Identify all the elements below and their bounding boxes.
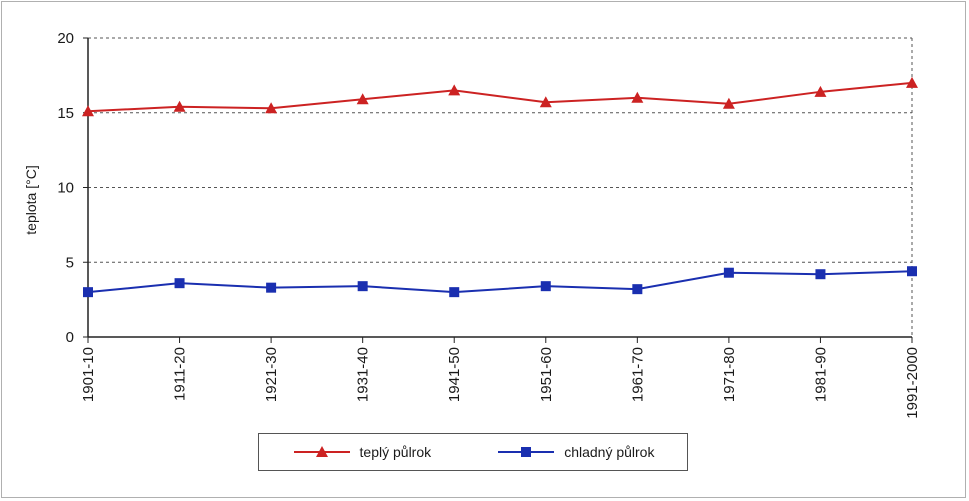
y-tick-label: 0 xyxy=(66,329,74,346)
x-tick-label: 1961-70 xyxy=(629,347,646,402)
y-tick-label: 20 xyxy=(57,30,74,47)
series-warm xyxy=(82,76,918,117)
gridlines xyxy=(88,37,913,337)
data-point-cold xyxy=(449,287,460,298)
x-tick-label: 1911-20 xyxy=(172,347,189,401)
data-point-cold xyxy=(815,269,826,280)
data-point-cold xyxy=(723,267,734,278)
x-tick-label: 1981-90 xyxy=(812,347,829,402)
series-warm-line xyxy=(87,81,913,113)
x-tick-label: 1971-80 xyxy=(721,347,738,402)
data-point-cold xyxy=(174,278,185,289)
series-cold-line xyxy=(87,270,913,294)
data-point-warm xyxy=(631,91,644,103)
x-tick-label: 1931-40 xyxy=(355,347,372,402)
data-point-warm xyxy=(265,102,278,114)
data-point-cold xyxy=(83,287,93,298)
legend: teplý půlrok chladný půlrok xyxy=(258,433,688,471)
series xyxy=(82,76,918,298)
data-point-cold xyxy=(266,282,277,293)
x-tick-label: 1951-60 xyxy=(538,347,555,402)
data-point-warm xyxy=(814,85,827,97)
data-point-warm xyxy=(82,105,94,117)
x-tick-label: 1901-10 xyxy=(80,347,97,402)
legend-warm-label: teplý půlrok xyxy=(359,444,432,460)
data-point-cold xyxy=(907,266,917,277)
x-tick-label: 1991-2000 xyxy=(904,347,921,419)
series-cold xyxy=(83,266,917,298)
y-tick-label: 15 xyxy=(57,105,74,122)
data-point-warm xyxy=(539,96,552,108)
y-axis-title: teplota [°C] xyxy=(23,165,39,234)
legend-cold-swatch xyxy=(498,447,555,457)
y-tick-label: 10 xyxy=(57,180,74,197)
data-point-warm xyxy=(722,97,735,109)
axes xyxy=(83,37,913,343)
data-point-warm xyxy=(448,84,461,96)
data-point-cold xyxy=(540,281,551,292)
data-point-warm xyxy=(173,100,186,112)
data-point-warm xyxy=(356,93,369,105)
legend-cold-label: chladný půlrok xyxy=(564,444,655,460)
legend-warm-swatch xyxy=(293,446,350,457)
data-point-warm xyxy=(906,76,918,88)
x-tick-label: 1921-30 xyxy=(263,347,280,402)
y-tick-labels: 0 5 10 15 20 xyxy=(57,30,74,346)
x-tick-label: 1941-50 xyxy=(446,347,463,402)
y-tick-label: 5 xyxy=(66,254,74,271)
legend-item-cold: chladný půlrok xyxy=(496,444,654,460)
legend-item-warm: teplý půlrok xyxy=(292,444,432,460)
data-point-cold xyxy=(632,284,643,295)
x-tick-labels: 1901-10 1911-20 1921-30 1931-40 1941-50 1951-… xyxy=(80,347,921,419)
data-point-cold xyxy=(357,281,368,292)
